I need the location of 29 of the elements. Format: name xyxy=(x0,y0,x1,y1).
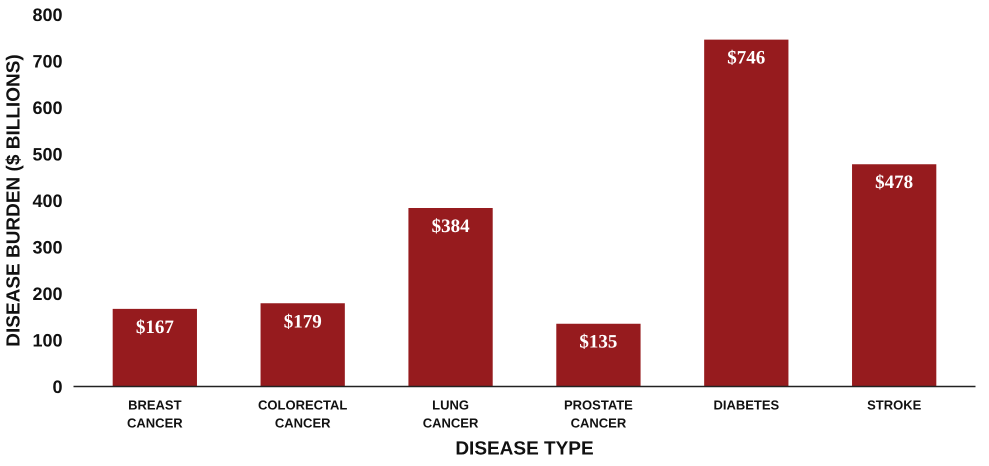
data-label: $135 xyxy=(579,332,618,353)
y-tick-label: 200 xyxy=(32,284,63,304)
bar xyxy=(408,208,493,386)
x-tick-label: BREAST CANCER xyxy=(127,398,184,430)
bar xyxy=(260,303,345,386)
y-tick-label: 700 xyxy=(32,52,63,72)
y-axis-title: DISEASE BURDEN ($ BILLIONS) xyxy=(3,54,24,347)
data-label: $179 xyxy=(284,311,322,332)
data-label: $478 xyxy=(875,172,914,194)
bar xyxy=(556,324,641,386)
y-tick-label: 100 xyxy=(32,330,63,350)
x-tick-label: COLORECTAL CANCER xyxy=(258,398,348,430)
bar xyxy=(852,164,936,386)
data-label: $746 xyxy=(727,48,766,69)
y-tick-label: 500 xyxy=(32,144,63,164)
x-tick-label: STROKE xyxy=(867,398,922,412)
x-tick-label: LUNG CANCER xyxy=(422,398,479,430)
y-tick-label: 400 xyxy=(32,191,63,211)
y-tick-label: 300 xyxy=(32,238,63,258)
y-tick-label: 800 xyxy=(32,5,63,25)
y-tick-label: 0 xyxy=(52,377,63,397)
y-tick-label: 600 xyxy=(32,98,63,118)
x-tick-label: PROSTATE CANCER xyxy=(564,398,634,430)
data-label: $167 xyxy=(136,316,174,338)
x-tick-label: DIABETES xyxy=(713,398,780,412)
bar xyxy=(704,40,788,386)
data-label: $384 xyxy=(432,216,470,237)
bar xyxy=(112,308,197,386)
x-axis-title: DISEASE TYPE xyxy=(455,438,594,460)
